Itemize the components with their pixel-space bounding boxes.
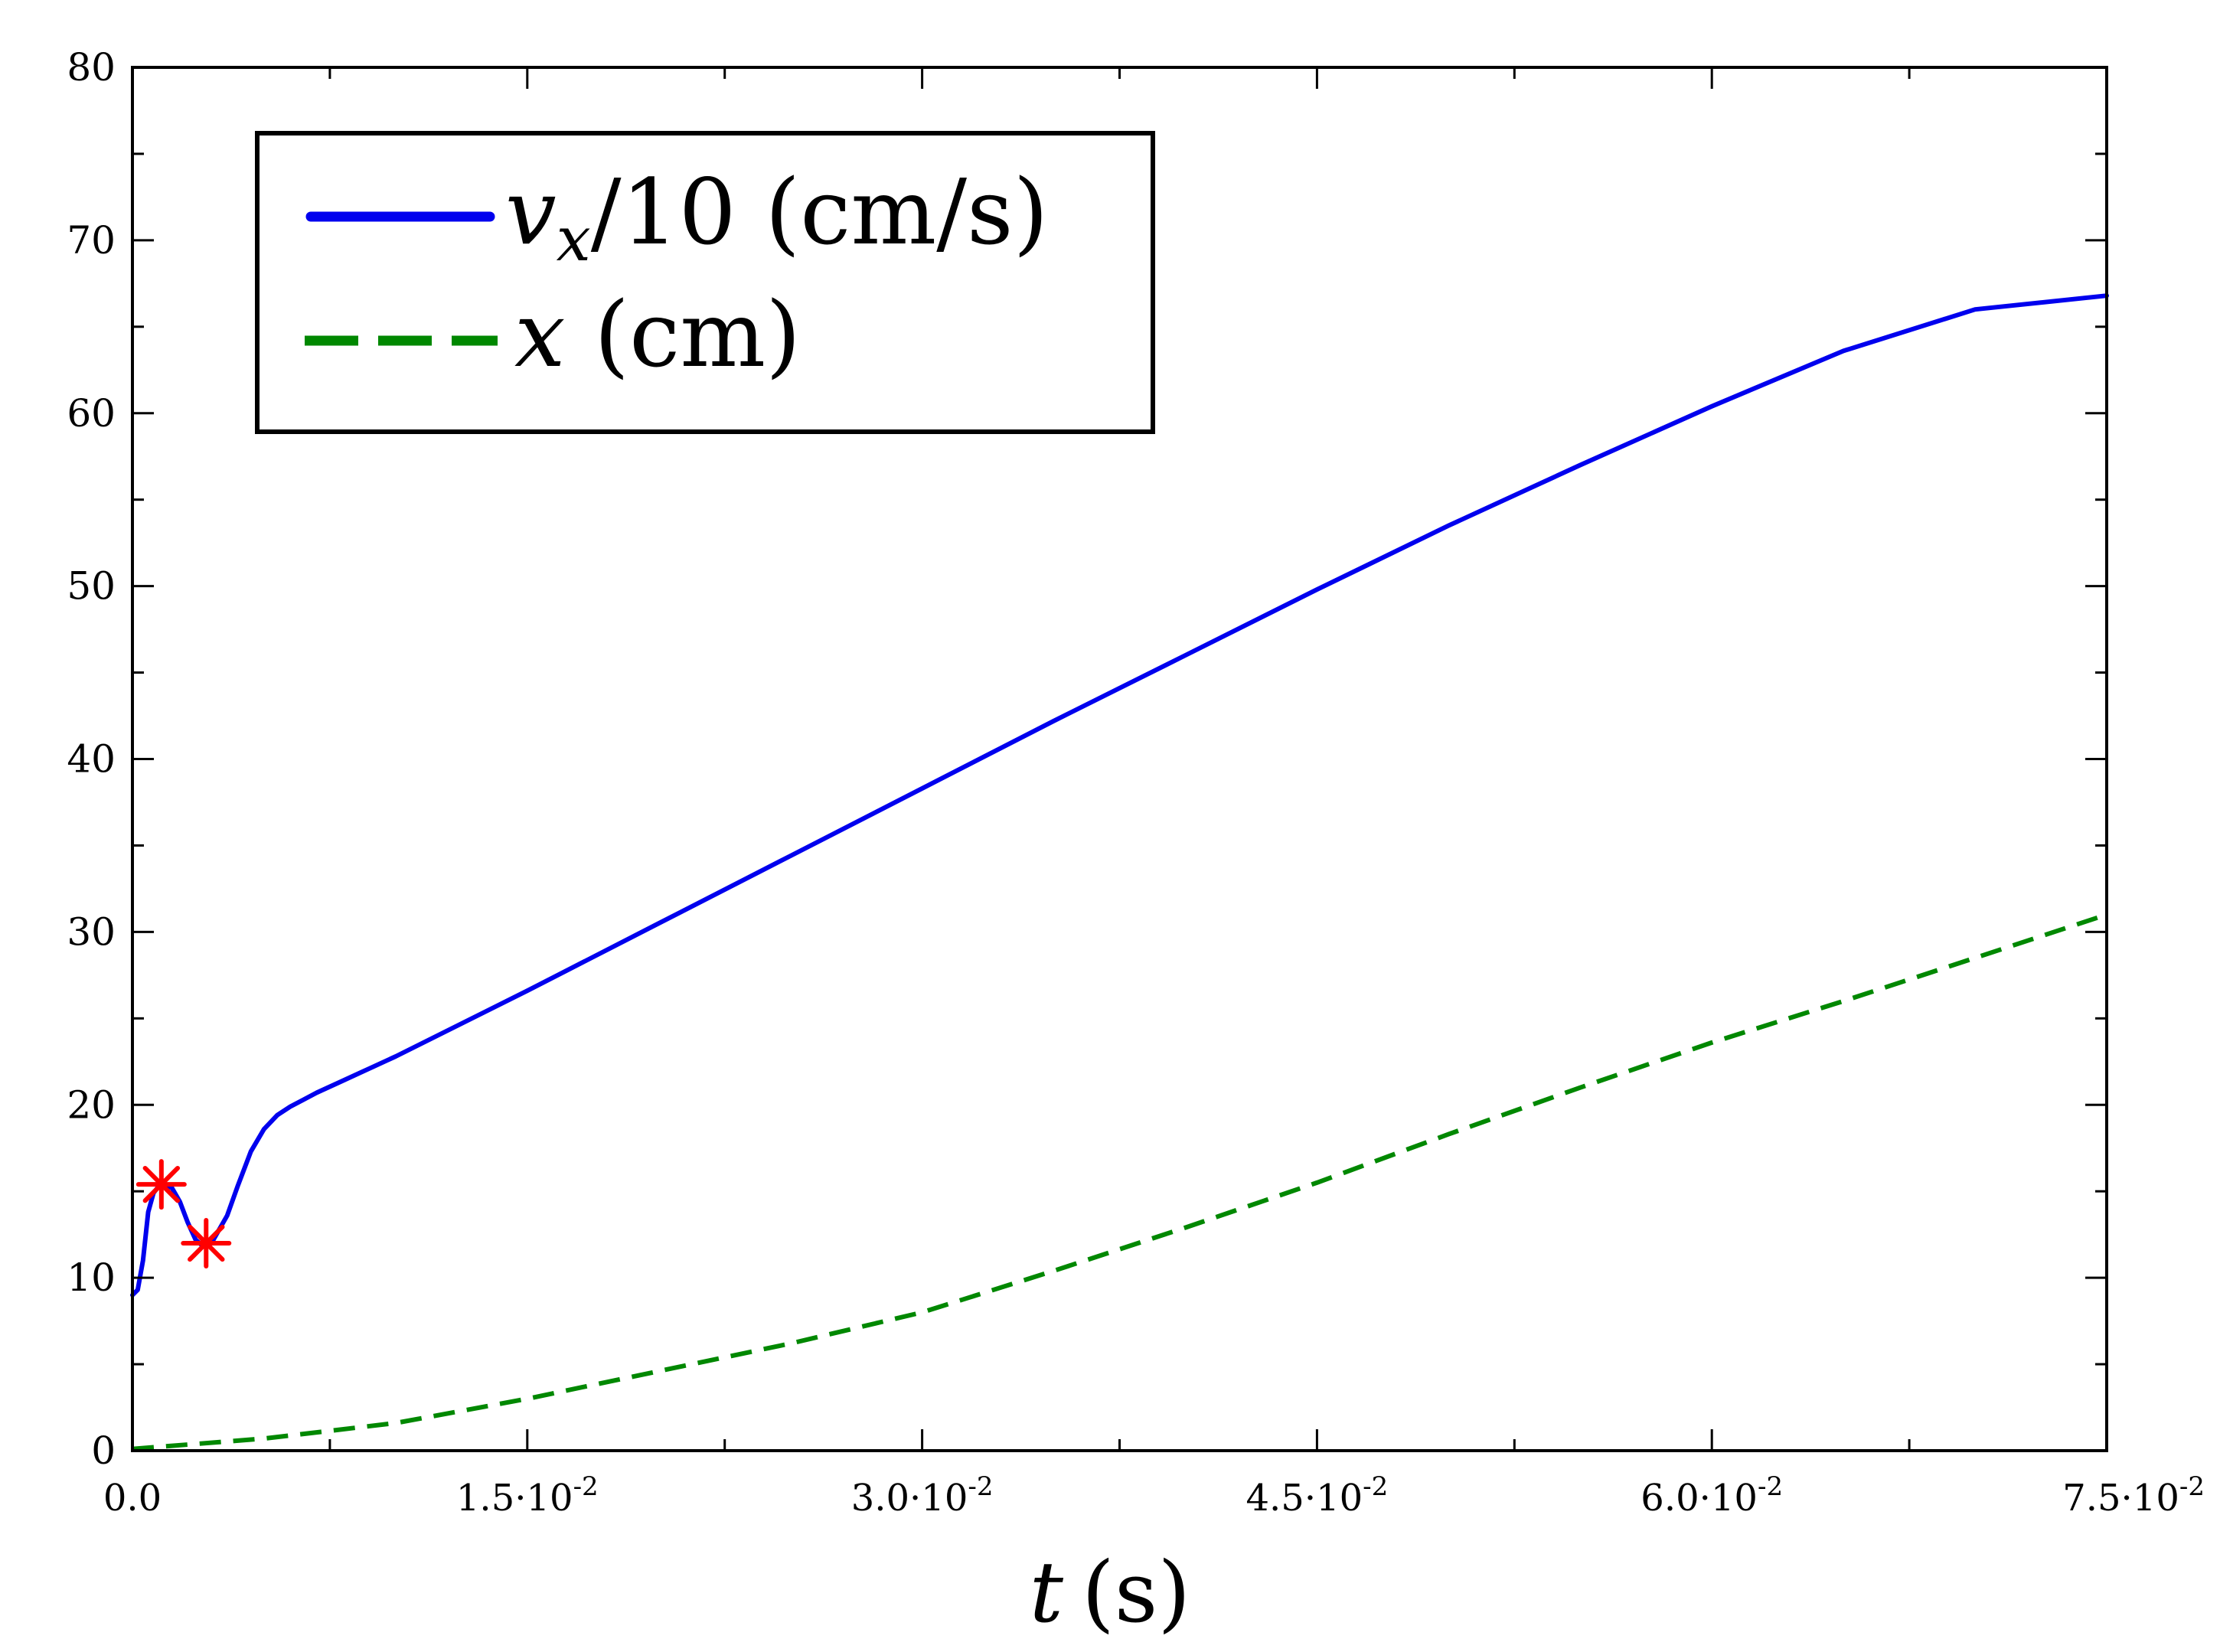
legend-position-rest: (cm) [566, 282, 801, 387]
y-tick-label: 0 [91, 1428, 116, 1473]
y-tick-label: 70 [67, 218, 116, 263]
legend: vx/10 (cm/s) x (cm) [255, 131, 1155, 434]
x-axis-title: t (s) [1030, 1543, 1191, 1641]
x-tick-label: 3.0·10-2 [851, 1471, 994, 1520]
legend-label-velocity: vx/10 (cm/s) [505, 159, 1049, 275]
y-tick-label: 40 [67, 737, 116, 782]
extremum-marker-1 [181, 1217, 232, 1268]
y-tick-labels: 0 10 20 30 40 50 60 70 80 [67, 45, 116, 1473]
x-tick-label: 7.5·10-2 [2062, 1471, 2205, 1520]
legend-velocity-rest: /10 (cm/s) [591, 159, 1049, 265]
plot-frame [131, 66, 2108, 1452]
x-tick-label: 4.5·10-2 [1246, 1471, 1389, 1520]
legend-velocity-var: v [505, 159, 557, 265]
y-tick-label: 10 [67, 1255, 116, 1300]
x-tick-labels: 0.0 1.5·10-2 3.0·10-2 4.5·10-2 6.0·10-2 7.5·1… [103, 1471, 2205, 1520]
y-tick-label: 30 [67, 909, 116, 954]
y-tick-label: 20 [67, 1082, 116, 1127]
marker-layer [135, 1159, 232, 1268]
x-tick-label: 1.5·10-2 [456, 1471, 599, 1520]
x-axis-unit: (s) [1082, 1543, 1190, 1641]
legend-label-position: x (cm) [514, 282, 801, 387]
legend-velocity-sub: x [557, 204, 591, 275]
extremum-marker-0 [135, 1159, 187, 1210]
y-tick-label: 80 [67, 45, 116, 90]
y-tick-label: 50 [67, 564, 116, 609]
legend-position-var: x [514, 282, 566, 387]
x-tick-label: 0.0 [103, 1477, 162, 1520]
y-tick-label: 60 [67, 391, 116, 436]
legend-box [255, 131, 1155, 434]
x-tick-label: 6.0·10-2 [1641, 1471, 1783, 1520]
x-axis-var: t [1030, 1543, 1064, 1641]
